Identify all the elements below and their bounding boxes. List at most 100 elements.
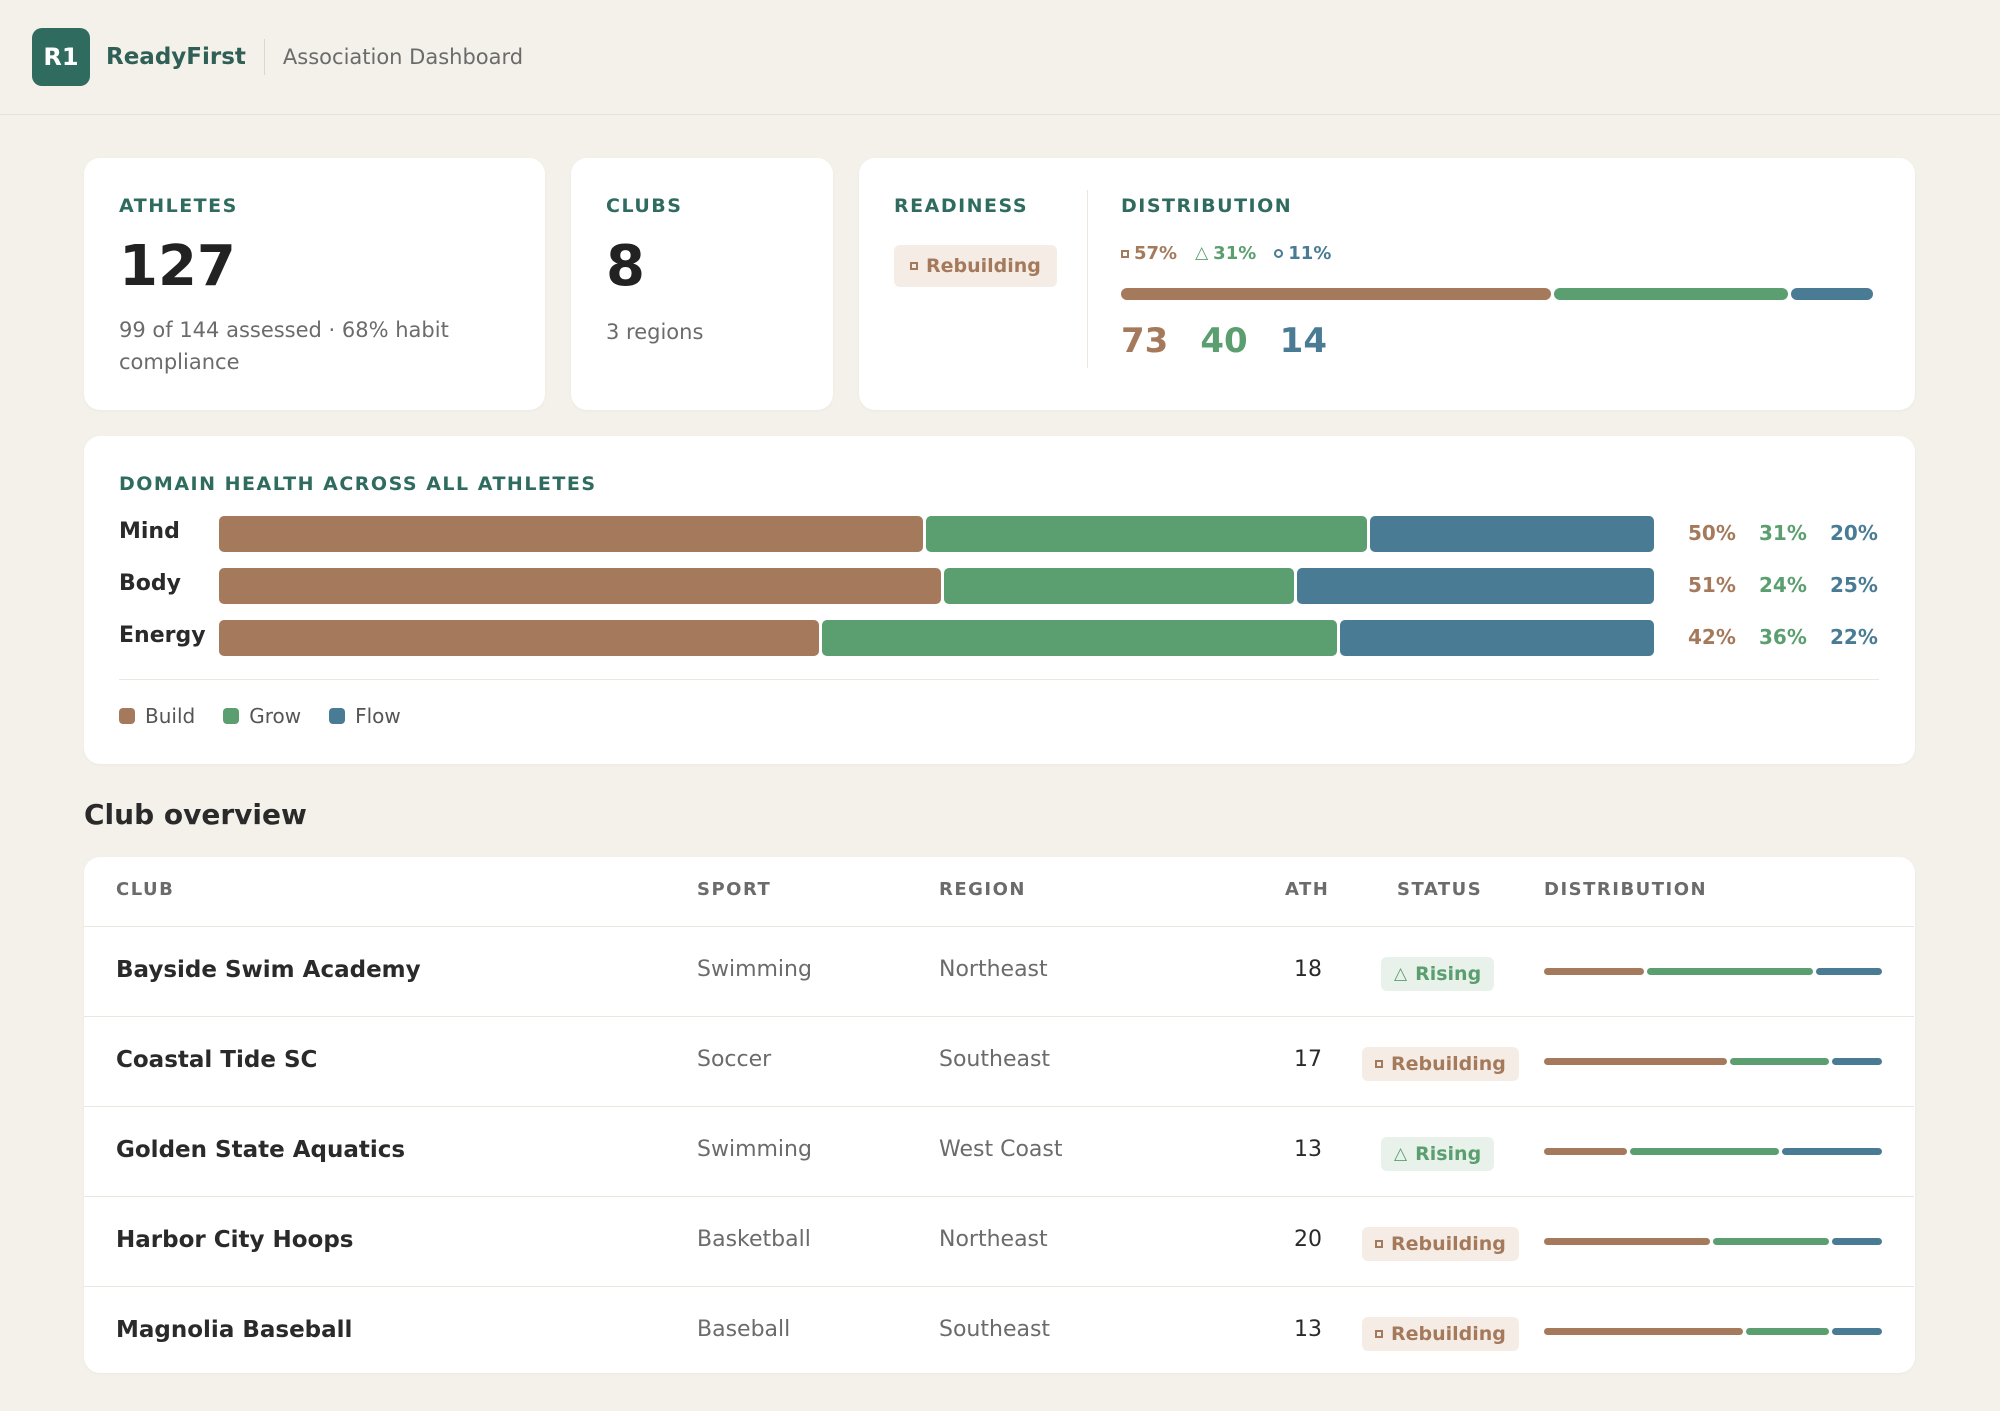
build-segment xyxy=(219,516,923,552)
build-segment xyxy=(1544,968,1644,975)
distribution-bar xyxy=(1121,288,1881,300)
domain-bar xyxy=(219,568,1654,604)
club-name: Magnolia Baseball xyxy=(116,1317,353,1343)
domain-divider xyxy=(119,679,1879,680)
domain-row-body: Body 51% 24% 25% xyxy=(84,568,1915,604)
distribution-mini-bar xyxy=(1544,968,1882,975)
domain-name: Mind xyxy=(119,519,180,544)
distribution-flow-count: 14 xyxy=(1279,321,1327,361)
distribution-mini-bar xyxy=(1544,1148,1882,1155)
region-cell: West Coast xyxy=(939,1137,1063,1162)
build-swatch xyxy=(119,708,135,724)
distribution-mini-bar xyxy=(1544,1058,1882,1065)
domain-legend: Build Grow Flow xyxy=(119,704,401,728)
flow-segment xyxy=(1815,968,1882,975)
grow-segment xyxy=(1630,1148,1780,1155)
clubs-label: CLUBS xyxy=(606,195,683,217)
build-segment xyxy=(219,620,820,656)
build-segment xyxy=(219,568,941,604)
column-header-sport[interactable]: SPORT xyxy=(697,879,772,900)
athletes-note: 99 of 144 assessed · 68% habit complianc… xyxy=(119,318,449,374)
domain-name: Body xyxy=(119,571,181,596)
domain-flow-pct: 25% xyxy=(1830,573,1878,597)
domain-health-card: DOMAIN HEALTH ACROSS ALL ATHLETES Mind 5… xyxy=(84,436,1915,764)
domain-build-pct: 50% xyxy=(1688,521,1736,545)
status-badge: △ Rising xyxy=(1381,957,1495,991)
column-header-club[interactable]: CLUB xyxy=(116,879,175,900)
domain-bar xyxy=(219,620,1654,656)
ath-cell: 13 xyxy=(1294,1137,1322,1162)
readiness-status-text: Rebuilding xyxy=(926,255,1041,277)
column-header-region[interactable]: REGION xyxy=(939,879,1026,900)
grow-segment xyxy=(925,516,1367,552)
build-segment xyxy=(1544,1148,1627,1155)
grow-segment xyxy=(1729,1058,1830,1065)
sport-cell: Swimming xyxy=(697,957,812,982)
region-cell: Northeast xyxy=(939,1227,1048,1252)
status-badge: △ Rising xyxy=(1381,1137,1495,1171)
readiness-label: READINESS xyxy=(894,195,1029,217)
club-name: Golden State Aquatics xyxy=(116,1137,406,1163)
athletes-count: 127 xyxy=(119,234,236,299)
region-cell: Southeast xyxy=(939,1317,1051,1342)
club-table: CLUB SPORT REGION ATH STATUS DISTRIBUTIO… xyxy=(84,857,1915,1373)
table-row[interactable]: Coastal Tide SC Soccer Southeast 17 Rebuildi… xyxy=(84,1016,1914,1105)
domain-build-pct: 51% xyxy=(1688,573,1736,597)
clubs-count: 8 xyxy=(606,234,645,299)
flow-segment xyxy=(1832,1058,1882,1065)
flow-segment xyxy=(1296,568,1654,604)
build-segment xyxy=(1544,1058,1727,1065)
distribution-flow-pct: 11% xyxy=(1274,243,1331,264)
table-row[interactable]: Golden State Aquatics Swimming West Coast 1… xyxy=(84,1106,1914,1195)
clubs-card: CLUBS 8 3 regions xyxy=(571,158,833,410)
flow-segment xyxy=(1339,620,1654,656)
flow-segment xyxy=(1782,1148,1882,1155)
column-header-ath[interactable]: ATH xyxy=(1285,879,1330,900)
legend-grow: Grow xyxy=(223,704,301,728)
table-row[interactable]: Magnolia Baseball Baseball Southeast 13 Rebu… xyxy=(84,1286,1914,1373)
readiness-divider xyxy=(1087,190,1088,368)
distribution-percentages: 57% △ 31% 11% xyxy=(1121,243,1331,264)
table-row[interactable]: Harbor City Hoops Basketball Northeast 20 Re… xyxy=(84,1196,1914,1285)
column-header-distribution[interactable]: DISTRIBUTION xyxy=(1544,879,1708,900)
domain-bar xyxy=(219,516,1654,552)
grow-swatch xyxy=(223,708,240,724)
brand-name[interactable]: ReadyFirst xyxy=(106,44,246,70)
square-icon xyxy=(910,262,918,270)
flow-segment xyxy=(1832,1238,1882,1245)
sport-cell: Swimming xyxy=(697,1137,812,1162)
build-segment xyxy=(1544,1328,1744,1335)
triangle-icon: △ xyxy=(1195,243,1209,263)
top-bar: R1 ReadyFirst Association Dashboard xyxy=(0,0,2000,115)
grow-segment xyxy=(1646,968,1813,975)
ath-cell: 13 xyxy=(1294,1317,1322,1342)
column-header-status[interactable]: STATUS xyxy=(1397,879,1483,900)
club-name: Harbor City Hoops xyxy=(116,1227,354,1253)
grow-segment xyxy=(943,568,1294,604)
grow-segment xyxy=(822,620,1337,656)
legend-build: Build xyxy=(119,704,195,728)
circle-icon xyxy=(1274,249,1284,258)
distribution-grow-count: 40 xyxy=(1200,321,1248,361)
distribution-mini-bar xyxy=(1544,1328,1882,1335)
flow-segment xyxy=(1832,1328,1882,1335)
table-row[interactable]: Bayside Swim Academy Swimming Northeast 18 △… xyxy=(84,926,1914,1015)
region-cell: Northeast xyxy=(939,957,1048,982)
logo[interactable]: R1 xyxy=(32,28,90,86)
status-badge: Rebuilding xyxy=(1362,1047,1519,1081)
domain-row-mind: Mind 50% 31% 20% xyxy=(84,516,1915,552)
distribution-label: DISTRIBUTION xyxy=(1121,195,1293,217)
ath-cell: 20 xyxy=(1294,1227,1322,1252)
club-name: Coastal Tide SC xyxy=(116,1047,318,1073)
status-badge: Rebuilding xyxy=(1362,1227,1519,1261)
readiness-status-badge: Rebuilding xyxy=(894,245,1057,287)
sport-cell: Baseball xyxy=(697,1317,791,1342)
distribution-build-count: 73 xyxy=(1121,321,1169,361)
domain-flow-pct: 20% xyxy=(1830,521,1878,545)
athletes-card: ATHLETES 127 99 of 144 assessed · 68% ha… xyxy=(84,158,545,410)
square-icon xyxy=(1121,249,1129,258)
ath-cell: 18 xyxy=(1294,957,1322,982)
triangle-icon: △ xyxy=(1394,1143,1408,1164)
flow-segment xyxy=(1790,288,1874,300)
domain-grow-pct: 36% xyxy=(1759,625,1807,649)
